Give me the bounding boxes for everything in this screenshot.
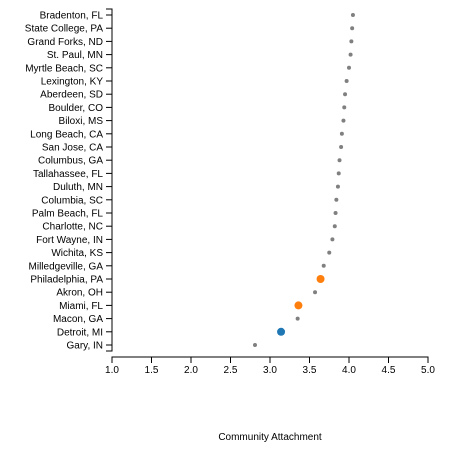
data-point xyxy=(339,131,344,136)
data-point xyxy=(350,26,355,31)
highlighted-data-point xyxy=(316,275,325,283)
y-tick-label: Gary, IN xyxy=(67,341,103,352)
x-tick-label: 2.0 xyxy=(184,365,198,376)
x-tick-label: 1.5 xyxy=(145,365,159,376)
x-axis: 1.0 1.5 2.0 2.5 3.0 3.5 4.0 4.5 5.0 xyxy=(105,356,435,376)
y-tick-label: Wichita, KS xyxy=(51,248,103,259)
data-point xyxy=(350,13,355,17)
data-point xyxy=(342,105,347,110)
y-axis-line xyxy=(106,8,113,352)
y-tick-label: Miami, FL xyxy=(59,301,103,312)
x-tick-label: 1.0 xyxy=(105,365,119,376)
y-tick-label: Akron, OH xyxy=(56,288,103,299)
y-tick-label: Columbia, SC xyxy=(41,195,103,206)
y-tick-label: Milledgeville, GA xyxy=(29,261,104,272)
x-axis-title: Community Attachment xyxy=(218,432,322,443)
data-point xyxy=(333,211,338,215)
y-tick-label: Boulder, CO xyxy=(49,103,104,114)
data-points xyxy=(252,13,355,347)
y-tick-label: Macon, GA xyxy=(53,314,103,325)
y-tick-label: State College, PA xyxy=(25,24,104,35)
x-tick-label: 3.5 xyxy=(303,365,317,376)
y-tick-label: Charlotte, NC xyxy=(42,222,103,233)
data-point xyxy=(327,250,332,255)
data-point xyxy=(336,171,341,176)
y-axis: Bradenton, FL State College, PA Grand Fork… xyxy=(25,8,113,352)
y-tick-label: San Jose, CA xyxy=(42,143,103,154)
data-point xyxy=(335,184,340,189)
data-point xyxy=(344,79,349,83)
x-tick-label: 4.0 xyxy=(342,365,356,376)
y-tick-label: Myrtle Beach, SC xyxy=(25,63,103,74)
x-tick-label: 5.0 xyxy=(421,365,435,376)
y-tick-label: Fort Wayne, IN xyxy=(36,235,103,246)
data-point xyxy=(295,316,300,321)
highlighted-data-point xyxy=(277,327,286,336)
y-tick-label: Biloxi, MS xyxy=(59,116,104,127)
y-tick-label: St. Paul, MN xyxy=(47,50,103,61)
y-tick-label: Palm Beach, FL xyxy=(32,209,104,220)
data-point xyxy=(321,263,326,268)
data-point xyxy=(332,224,337,229)
y-tick-label: Grand Forks, ND xyxy=(27,37,103,48)
y-tick-label: Lexington, KY xyxy=(41,77,104,88)
y-tick-label: Philadelphia, PA xyxy=(30,275,103,286)
data-point xyxy=(337,158,342,163)
y-tick-label: Tallahassee, FL xyxy=(33,169,103,180)
x-tick-label: 3.0 xyxy=(263,365,277,376)
y-tick-label: Duluth, MN xyxy=(53,182,103,193)
y-tick-label: Long Beach, CA xyxy=(30,129,103,140)
data-point xyxy=(343,92,348,97)
data-point xyxy=(341,118,346,123)
data-point xyxy=(349,39,354,44)
x-tick-label: 2.5 xyxy=(224,365,238,376)
y-tick-label: Columbus, GA xyxy=(38,156,103,167)
data-point xyxy=(348,52,353,57)
data-point xyxy=(313,290,318,295)
data-point xyxy=(334,197,339,202)
data-point xyxy=(252,343,257,347)
data-point xyxy=(339,145,344,149)
highlighted-data-point xyxy=(294,301,303,310)
y-tick-label: Detroit, MI xyxy=(57,327,103,338)
x-tick-label: 4.5 xyxy=(382,365,396,376)
data-point xyxy=(330,237,335,242)
y-tick-label: Aberdeen, SD xyxy=(40,90,103,101)
data-point xyxy=(347,65,351,70)
y-tick-label: Bradenton, FL xyxy=(40,11,104,22)
